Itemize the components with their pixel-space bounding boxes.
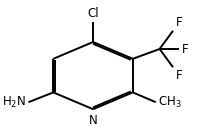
Text: F: F (182, 43, 188, 55)
Text: H$_2$N: H$_2$N (2, 95, 27, 110)
Text: Cl: Cl (87, 7, 99, 20)
Text: CH$_3$: CH$_3$ (158, 95, 181, 110)
Text: F: F (176, 69, 183, 82)
Text: F: F (176, 16, 183, 29)
Text: N: N (89, 114, 98, 127)
